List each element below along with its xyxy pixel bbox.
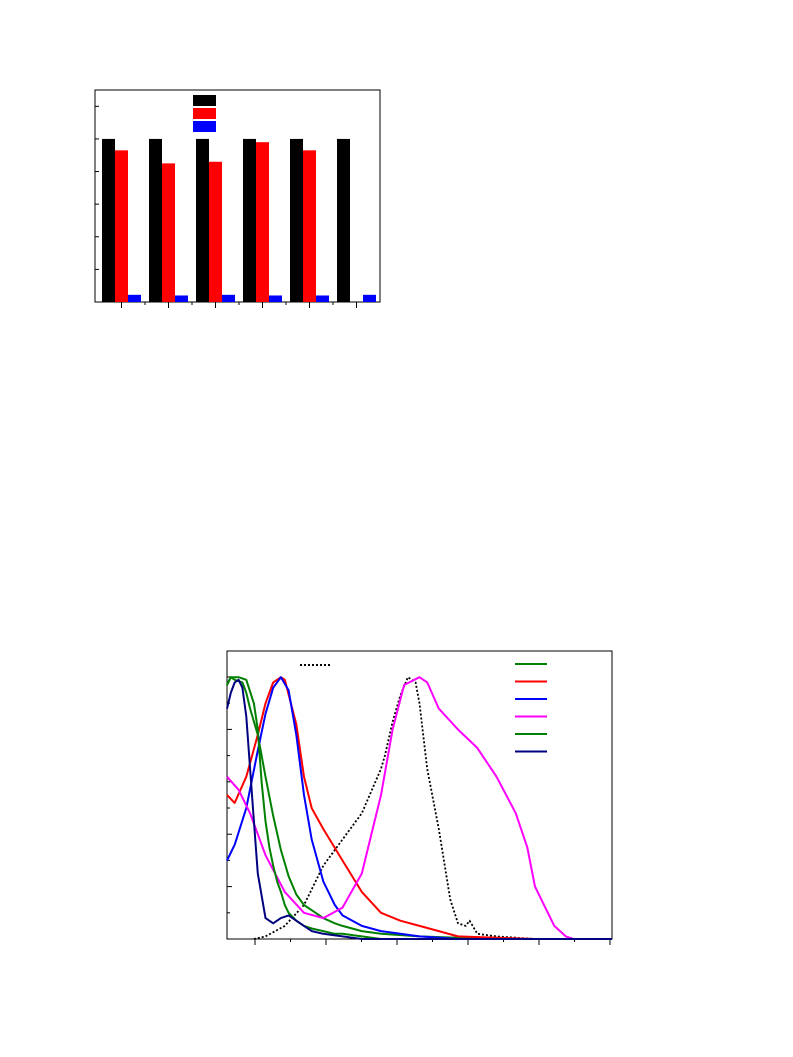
series-line-3 <box>226 676 612 940</box>
bar-3-series-1 <box>196 138 209 302</box>
bar-4-series-3 <box>269 295 282 302</box>
bar-2-series-1 <box>149 138 162 302</box>
series-line-6 <box>226 676 612 940</box>
legend-swatch-3 <box>193 121 216 132</box>
plot-frame <box>94 89 381 303</box>
bar-5-series-1 <box>290 138 303 302</box>
bar-6-series-1 <box>337 138 350 302</box>
series-line-1 <box>253 676 612 940</box>
bar-1-series-1 <box>102 138 115 302</box>
bar-3-series-3 <box>222 294 235 302</box>
bar-4-series-2 <box>256 142 269 302</box>
series-line-4 <box>226 676 612 940</box>
bar-5-series-2 <box>303 150 316 302</box>
legend-swatch-2 <box>193 108 216 119</box>
bar-6-series-3 <box>363 294 376 302</box>
bar-2-series-2 <box>162 163 175 302</box>
series-line-5 <box>226 676 612 940</box>
bar-5-series-3 <box>316 295 329 302</box>
bar-4-series-1 <box>243 138 256 302</box>
bar-1-series-2 <box>115 150 128 302</box>
plot-frame <box>226 650 613 940</box>
bar-2-series-3 <box>175 295 188 302</box>
series-line-2 <box>226 676 612 940</box>
bar-3-series-2 <box>209 161 222 302</box>
bar-1-series-3 <box>128 294 141 302</box>
legend-swatch-1 <box>193 95 216 106</box>
series-line-7 <box>226 678 612 940</box>
